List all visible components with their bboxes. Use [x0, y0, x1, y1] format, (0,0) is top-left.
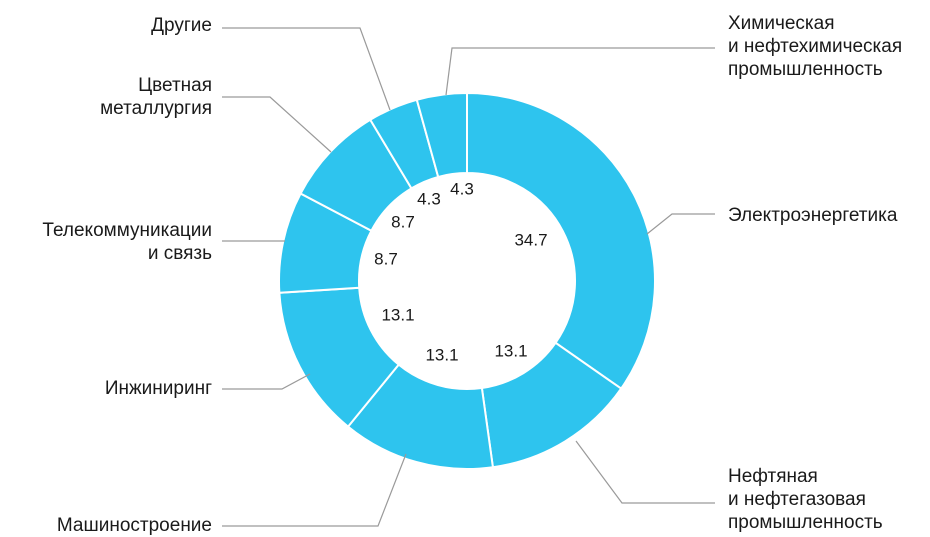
slice-category-label: Химическая и нефтехимическая промышленност… [728, 12, 902, 81]
slice-category-label-line: Электроэнергетика [728, 205, 898, 226]
slice-category-label: Машиностроение [57, 514, 212, 537]
donut-slice [415, 91, 468, 179]
slice-value-label: 34.7 [514, 230, 547, 249]
slice-category-label: Телекоммуникации и связь [42, 219, 212, 265]
slice-category-label-line: Телекоммуникации [42, 220, 212, 241]
slice-category-label-line: промышленность [728, 59, 883, 80]
leader-line [222, 373, 311, 390]
slice-value-label: 8.7 [374, 249, 398, 268]
slice-value-label: 4.3 [417, 189, 441, 208]
slice-category-label-line: и нефтехимическая [728, 36, 903, 57]
slice-category-label-line: Цветная [138, 75, 212, 96]
leader-line [222, 453, 407, 527]
slice-category-label: Инжиниринг [105, 377, 212, 400]
leader-line [222, 96, 332, 153]
slice-value-label: 8.7 [391, 212, 415, 231]
slice-category-label-line: и связь [147, 243, 212, 264]
slice-category-label-line: Инжиниринг [104, 378, 212, 399]
slice-category-label-line: металлургия [100, 98, 212, 119]
slice-category-label: Электроэнергетика [728, 204, 897, 227]
slice-category-label-line: Химическая [728, 13, 835, 34]
slice-category-label: Другие [151, 14, 212, 37]
slice-value-label: 4.3 [450, 179, 474, 198]
slice-category-label-line: промышленность [728, 512, 883, 533]
leader-line [575, 440, 715, 504]
slice-category-label-line: Нефтяная [728, 466, 818, 487]
slice-value-label: 13.1 [381, 305, 414, 324]
slice-category-label: Цветная металлургия [100, 74, 212, 120]
leader-line [222, 27, 391, 111]
leader-line [646, 213, 715, 235]
slice-category-label: Нефтяная и нефтегазовая промышленность [728, 465, 883, 534]
slice-value-label: 13.1 [494, 341, 527, 360]
slice-value-label: 13.1 [425, 345, 458, 364]
slice-category-label-line: Другие [151, 15, 212, 36]
slice-category-label-line: и нефтегазовая [728, 489, 866, 510]
leader-line [445, 47, 715, 96]
donut-slice [466, 91, 656, 391]
slice-category-label-line: Машиностроение [56, 515, 212, 536]
